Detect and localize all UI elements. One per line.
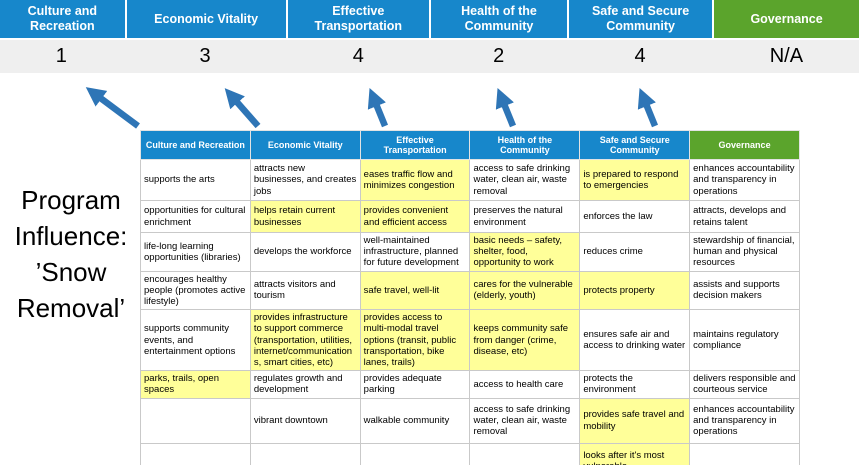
table-header-row: Culture and Recreation Economic Vitality E…	[140, 130, 800, 160]
column-header: Governance	[689, 130, 800, 160]
table-cell: life-long learning opportunities (librar…	[140, 232, 251, 272]
pillar-header-governance: Governance	[714, 0, 859, 38]
table-row: life-long learning opportunities (librar…	[140, 232, 800, 272]
table-cell: well-maintained infrastructure, planned …	[359, 232, 471, 272]
table-cell: provides adequate parking	[359, 370, 471, 399]
column-header: Culture and Recreation	[140, 130, 251, 160]
score-row: 1 3 4 2 4 N/A	[0, 40, 859, 73]
influence-table: Culture and Recreation Economic Vitality E…	[140, 130, 800, 465]
table-cell: maintains regulatory compliance	[689, 309, 800, 372]
table-cell: provides access to multi-modal travel op…	[359, 309, 471, 372]
table-cell-empty	[140, 442, 251, 465]
pillar-score-4: 2	[493, 45, 505, 67]
table-cell: stewardship of financial, human and phys…	[689, 232, 800, 272]
table-cell: preserves the natural environment	[469, 200, 581, 233]
table-cell: enforces the law	[579, 200, 691, 233]
table-cell: access to safe drinking water, clean air…	[469, 397, 581, 444]
table-cell: cares for the vulnerable (elderly, youth…	[469, 270, 581, 311]
table-row: opportunities for cultural enrichment hel…	[140, 200, 800, 233]
table-cell-empty	[359, 442, 471, 465]
pillar-header-safe-and-secure-community: Safe and Secure Community	[569, 0, 713, 38]
pillar-score-3: 4	[352, 45, 364, 67]
table-cell: supports the arts	[140, 159, 251, 201]
table-cell: attracts visitors and tourism	[249, 270, 361, 311]
table-cell: assists and supports decision makers	[689, 270, 800, 311]
table-row: looks after it's most vulnerable	[140, 442, 800, 465]
arrow-up-icon	[637, 87, 659, 128]
table-cell: enhances accountability and transparency…	[689, 159, 800, 201]
column-header: Health of the Community	[469, 130, 581, 160]
table-row: supports the arts attracts new businesses…	[140, 159, 800, 201]
table-cell: looks after it's most vulnerable	[579, 442, 691, 465]
table-cell: provides safe travel and mobility	[579, 397, 691, 444]
table-cell-empty	[140, 397, 251, 444]
table-cell: reduces crime	[579, 232, 691, 272]
pillar-score-1: 1	[55, 45, 67, 67]
pillar-score-6: N/A	[769, 45, 804, 67]
column-header: Effective Transportation	[359, 130, 471, 160]
table-row: parks, trails, open spaces regulates grow…	[140, 370, 800, 399]
program-title: Program Influence: ’Snow Removal’	[14, 185, 128, 323]
pillar-header-row: Culture and Recreation Economic Vitality E…	[0, 0, 859, 38]
table-cell: is prepared to respond to emergencies	[579, 159, 691, 201]
table-cell: ensures safe air and access to drinking …	[579, 309, 691, 372]
pillar-header-economic-vitality: Economic Vitality	[126, 0, 286, 38]
table-row: supports community events, and entertain…	[140, 309, 800, 372]
pillar-header-health-of-the-community: Health of the Community	[430, 0, 568, 38]
table-cell: safe travel, well-lit	[359, 270, 471, 311]
table-cell: access to safe drinking water, clean air…	[469, 159, 581, 201]
table-cell: delivers responsible and courteous servi…	[689, 370, 800, 399]
table-row: vibrant downtown walkable community access…	[140, 397, 800, 444]
column-header: Safe and Secure Community	[579, 130, 691, 160]
table-cell: helps retain current businesses	[249, 200, 361, 233]
table-cell: enhances accountability and transparency…	[689, 397, 800, 444]
table-cell: basic needs – safety, shelter, food, opp…	[469, 232, 581, 272]
influence-table-head: Culture and Recreation Economic Vitality E…	[140, 130, 800, 160]
table-cell: access to health care	[469, 370, 581, 399]
table-cell: develops the workforce	[249, 232, 361, 272]
table-cell: encourages healthy people (promotes acti…	[140, 270, 251, 311]
table-cell: provides infrastructure to support comme…	[249, 309, 361, 372]
table-cell: protects property	[579, 270, 691, 311]
table-cell: opportunities for cultural enrichment	[140, 200, 251, 233]
arrow-up-icon	[367, 87, 389, 128]
table-cell: supports community events, and entertain…	[140, 309, 251, 372]
table-cell-empty	[249, 442, 361, 465]
table-cell: walkable community	[359, 397, 471, 444]
table-cell: parks, trails, open spaces	[140, 370, 251, 399]
pillar-header-effective-transportation: Effective Transportation	[287, 0, 429, 38]
influence-table-body: supports the arts attracts new businesses…	[140, 159, 800, 465]
arrow-group	[85, 87, 659, 129]
pillar-header-culture-and-recreation: Culture and Recreation	[0, 0, 125, 38]
table-cell: eases traffic flow and minimizes congest…	[359, 159, 471, 201]
arrow-up-icon	[85, 87, 140, 129]
table-cell: keeps community safe from danger (crime,…	[469, 309, 581, 372]
table-cell: protects the environment	[579, 370, 691, 399]
table-cell: attracts, develops and retains talent	[689, 200, 800, 233]
table-cell-empty	[469, 442, 581, 465]
table-cell: regulates growth and development	[249, 370, 361, 399]
table-cell: attracts new businesses, and creates job…	[249, 159, 361, 201]
column-header: Economic Vitality	[249, 130, 361, 160]
pillar-score-2: 3	[199, 45, 211, 67]
table-row: encourages healthy people (promotes acti…	[140, 270, 800, 311]
arrow-up-icon	[495, 87, 517, 128]
table-cell-empty	[689, 442, 800, 465]
arrow-up-icon	[224, 88, 261, 129]
table-cell: provides convenient and efficient access	[359, 200, 471, 233]
table-cell: vibrant downtown	[249, 397, 361, 444]
pillar-score-5: 4	[634, 45, 646, 67]
